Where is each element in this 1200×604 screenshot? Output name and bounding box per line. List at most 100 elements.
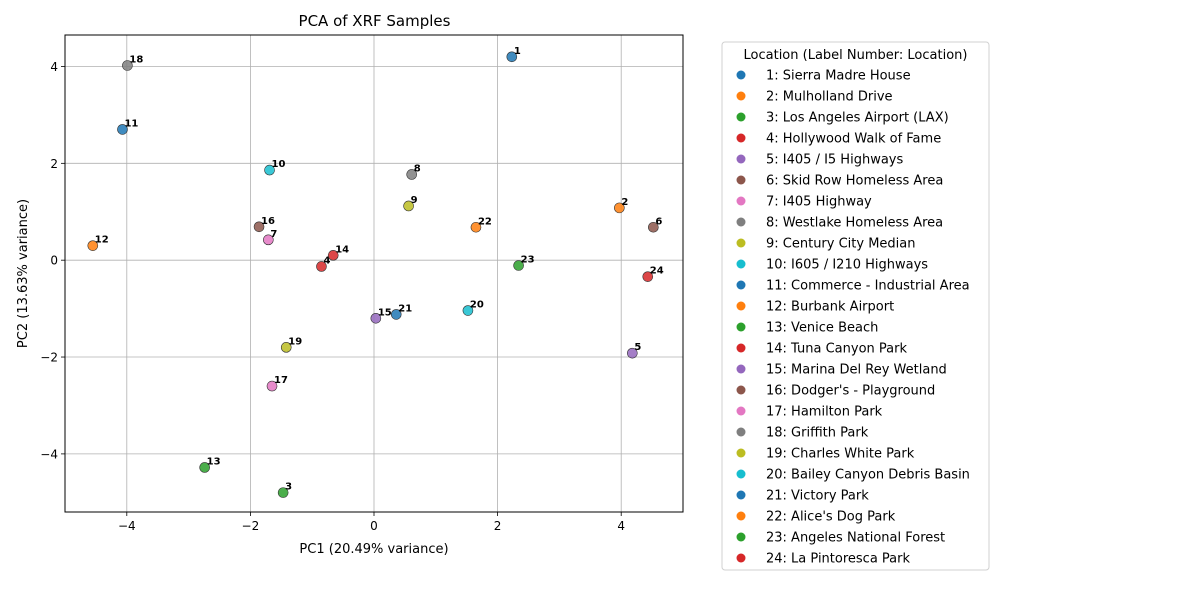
legend-entry: 20: Bailey Canyon Debris Basin — [766, 468, 970, 483]
data-point-13 — [199, 462, 210, 473]
data-point-label-19: 19 — [288, 336, 302, 347]
legend-marker — [736, 133, 746, 143]
y-axis-label: PC2 (13.63% variance) — [16, 199, 31, 348]
legend-entry: 8: Westlake Homeless Area — [766, 216, 943, 231]
legend-marker — [736, 469, 746, 479]
data-point-23 — [513, 260, 524, 271]
legend-marker — [736, 217, 746, 227]
legend-marker — [736, 385, 746, 395]
legend-marker — [736, 553, 746, 563]
data-point-20 — [462, 305, 474, 316]
y-tick-label: 0 — [50, 254, 58, 268]
legend-entry: 18: Griffith Park — [766, 426, 869, 441]
x-tick-label: 2 — [494, 519, 502, 533]
y-tick-label: −4 — [40, 447, 58, 461]
legend-marker — [736, 91, 746, 101]
y-tick-label: 2 — [50, 157, 58, 171]
data-point-7 — [263, 234, 274, 246]
data-point-15 — [370, 312, 382, 324]
data-point-label-1: 1 — [514, 46, 521, 57]
data-point-label-2: 2 — [621, 197, 628, 208]
data-point-2 — [614, 202, 625, 214]
y-tick-label: 4 — [50, 60, 58, 74]
data-point-label-23: 23 — [521, 255, 535, 266]
data-point-5 — [627, 347, 638, 359]
legend-marker — [736, 427, 746, 437]
data-point-label-14: 14 — [335, 244, 349, 255]
grid — [65, 35, 683, 512]
data-point-label-10: 10 — [272, 159, 286, 170]
legend-entry: 12: Burbank Airport — [766, 300, 894, 315]
legend-marker — [736, 343, 746, 353]
data-point-18 — [122, 60, 133, 71]
legend-entry: 6: Skid Row Homeless Area — [766, 174, 943, 189]
data-point-label-5: 5 — [634, 342, 641, 353]
data-point-label-11: 11 — [124, 118, 138, 129]
axis-ticks: −4 −2 0 2 4 −4 −2 0 2 4 — [40, 60, 625, 533]
x-tick-label: −2 — [242, 519, 260, 533]
data-point-11 — [117, 124, 128, 135]
data-point-label-9: 9 — [411, 195, 418, 206]
legend-marker — [736, 406, 746, 416]
plot-area-frame — [64, 34, 684, 513]
legend-entry: 10: I605 / I210 Highways — [766, 258, 928, 273]
data-point-label-8: 8 — [414, 163, 421, 174]
legend-marker — [736, 301, 746, 311]
legend-entry: 9: Century City Median — [766, 237, 916, 252]
legend-items: 1: Sierra Madre House 2: Mulholland Drive… — [736, 69, 970, 567]
legend-entry: 17: Hamilton Park — [766, 405, 883, 420]
legend-marker — [736, 322, 746, 332]
data-point-21 — [390, 309, 402, 320]
legend-entry: 7: I405 Highway — [766, 195, 872, 210]
legend-marker — [736, 238, 746, 248]
data-point-8 — [406, 169, 417, 180]
data-point-9 — [403, 200, 414, 212]
legend-marker — [736, 154, 746, 164]
legend-marker — [736, 532, 746, 542]
legend-entry: 19: Charles White Park — [766, 447, 915, 462]
legend-frame — [721, 41, 990, 571]
legend-marker — [736, 175, 746, 185]
data-point-10 — [264, 164, 275, 176]
legend-marker — [736, 196, 746, 206]
data-point-label-24: 24 — [650, 266, 664, 277]
data-point-label-12: 12 — [95, 235, 109, 246]
data-point-19 — [280, 342, 292, 353]
legend-entry: 23: Angeles National Forest — [766, 531, 945, 546]
legend-marker — [736, 70, 746, 80]
legend-entry: 15: Marina Del Rey Wetland — [766, 363, 947, 378]
x-tick-label: 0 — [370, 519, 378, 533]
legend: Location (Label Number: Location) 1: Sie… — [721, 41, 990, 571]
legend-entry: 21: Victory Park — [766, 489, 869, 504]
legend-entry: 14: Tuna Canyon Park — [766, 342, 907, 357]
legend-marker — [736, 490, 746, 500]
data-point-14 — [327, 250, 339, 261]
x-tick-label: −4 — [118, 519, 136, 533]
data-point-12 — [87, 240, 99, 251]
legend-marker — [736, 259, 746, 269]
legend-entry: 2: Mulholland Drive — [766, 90, 893, 105]
data-point-label-16: 16 — [261, 216, 275, 227]
data-point-label-21: 21 — [398, 303, 412, 314]
legend-entry: 13: Venice Beach — [766, 321, 878, 336]
legend-marker — [736, 511, 746, 521]
legend-entry: 5: I405 / I5 Highways — [766, 153, 903, 168]
data-point-label-6: 6 — [655, 216, 662, 227]
data-point-6 — [648, 221, 659, 233]
data-point-label-22: 22 — [478, 216, 492, 227]
legend-entry: 1: Sierra Madre House — [766, 69, 911, 84]
data-point-16 — [253, 221, 265, 233]
data-point-label-4: 4 — [323, 255, 330, 266]
legend-marker — [736, 448, 746, 458]
legend-marker — [736, 364, 746, 374]
y-tick-label: −2 — [40, 351, 58, 365]
data-point-label-3: 3 — [285, 482, 292, 493]
legend-entry: 11: Commerce - Industrial Area — [766, 279, 970, 294]
data-point-label-7: 7 — [270, 229, 277, 240]
data-point-label-20: 20 — [470, 300, 484, 311]
legend-entry: 4: Hollywood Walk of Fame — [766, 132, 941, 147]
data-point-label-15: 15 — [378, 307, 392, 318]
x-tick-label: 4 — [617, 519, 625, 533]
data-point-1 — [506, 51, 518, 63]
